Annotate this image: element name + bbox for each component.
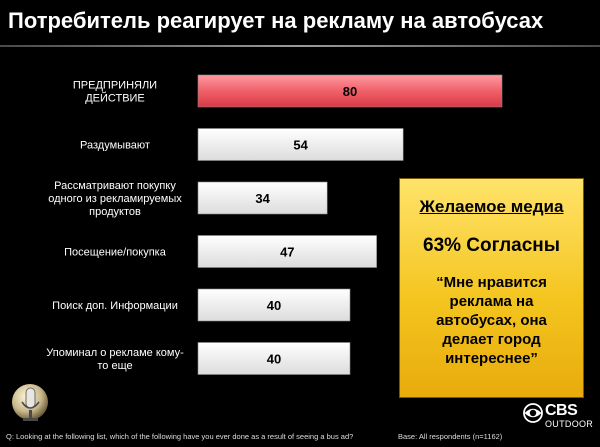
bar-value-label: 34 [255, 191, 270, 206]
bar-6 [197, 342, 351, 375]
bar-3 [197, 181, 328, 215]
category-label: Поиск доп. Информации [52, 300, 178, 312]
bar-chart: 80 ПРЕДПРИНЯЛИ ДЕЙСТВИЕ 54 Раздумывают 34 Расс… [46, 74, 503, 375]
category-label: Посещение/покупка [64, 247, 167, 259]
base-note: Base: All respondents (n=1162) [398, 432, 503, 441]
category-label: Раздумывают [80, 140, 150, 152]
bar-value-label: 40 [267, 298, 281, 313]
cbs-eye-icon [523, 403, 543, 423]
bar-value-label: 54 [293, 138, 308, 153]
microphone-icon [12, 384, 48, 421]
callout-quote: “Мне нравится реклама на автобусах, она … [436, 274, 547, 367]
bar-value-label: 47 [280, 245, 294, 260]
bar-5 [197, 288, 351, 322]
logo-name: CBS [545, 402, 578, 419]
title-divider [0, 45, 600, 47]
footnote: Q: Looking at the following list, which … [6, 432, 354, 441]
category-label: Рассматривают покупку одного из рекламиру… [48, 180, 182, 218]
category-label: ПРЕДПРИНЯЛИ ДЕЙСТВИЕ [73, 80, 157, 105]
bar-4 [197, 235, 377, 268]
slide-title: Потребитель реагирует на рекламу на авто… [8, 8, 544, 33]
bar-value-label: 80 [343, 84, 357, 99]
bar-2 [197, 128, 404, 161]
bar-1 [197, 74, 503, 108]
callout-heading: Желаемое медиа [419, 197, 564, 216]
cbs-outdoor-logo: CBS OUTDOOR [523, 402, 594, 432]
category-label: Упоминал о рекламе кому-то еще [46, 347, 184, 372]
logo-subtitle: OUTDOOR [545, 419, 594, 429]
callout-box: Желаемое медиа 63% Согласны “Мне нравитс… [399, 178, 584, 398]
callout-stat: 63% Согласны [423, 235, 560, 256]
bar-value-label: 40 [267, 352, 281, 367]
